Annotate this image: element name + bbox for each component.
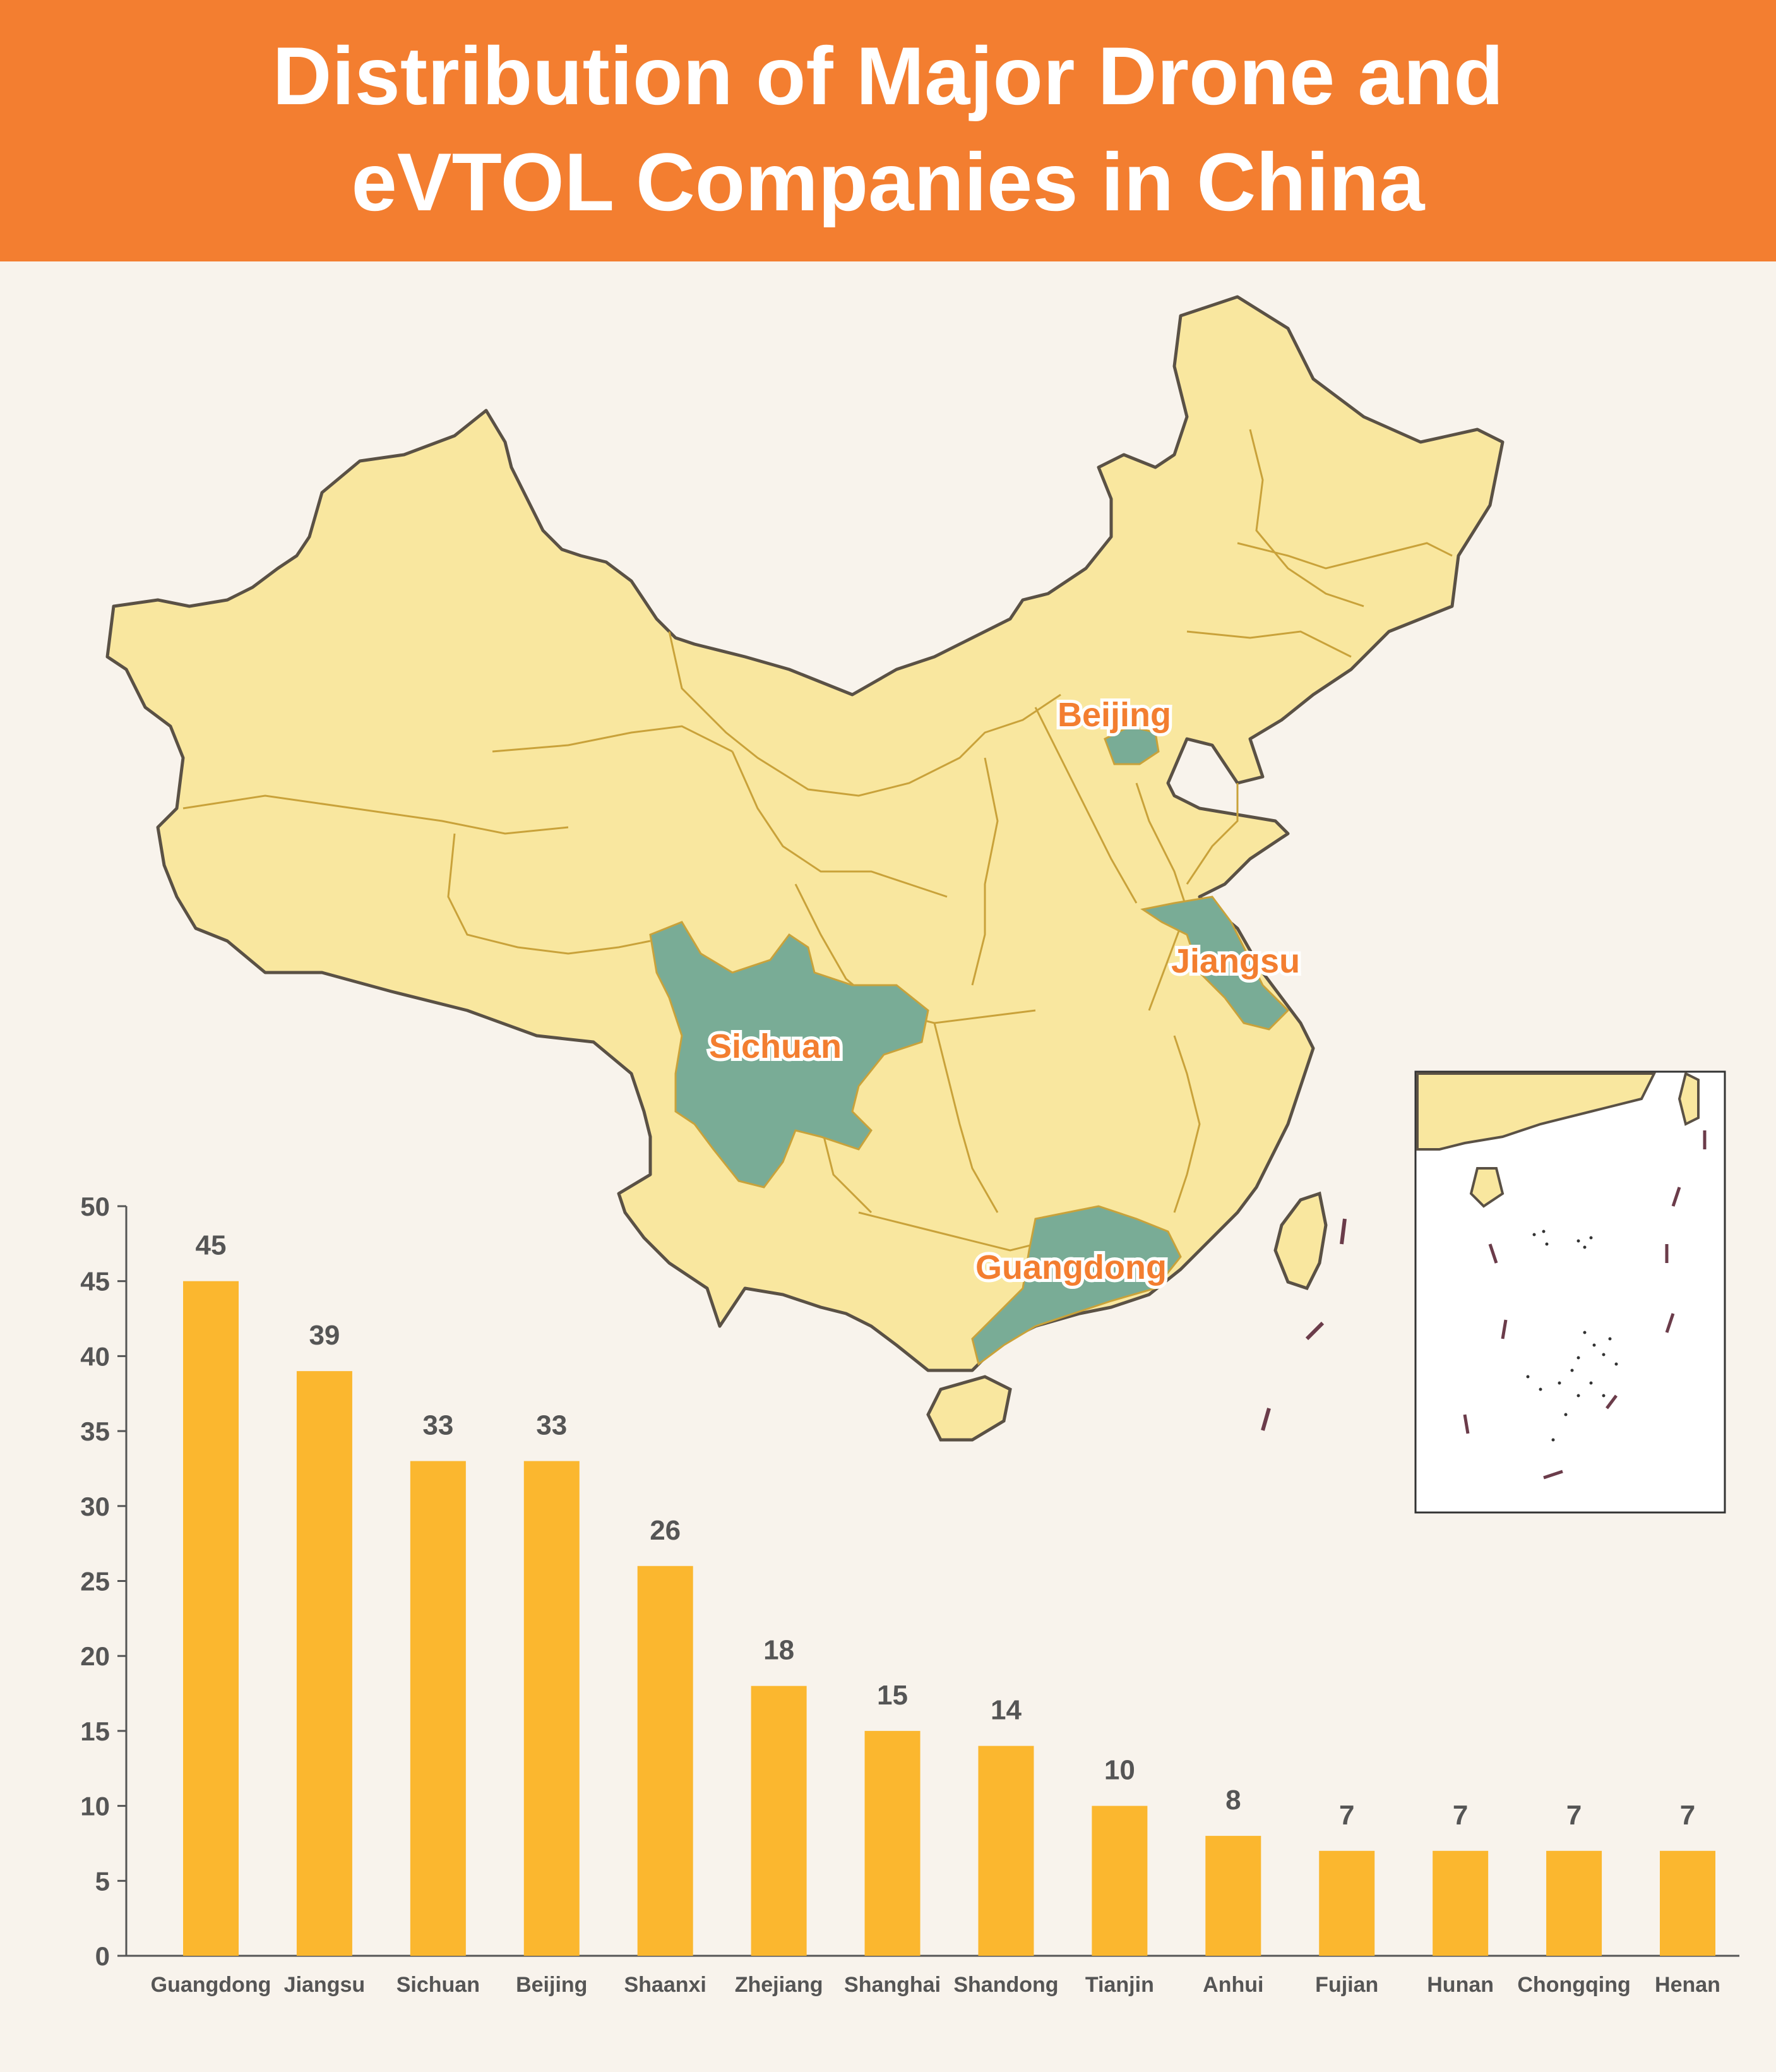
map-label-guangdong: Guangdong bbox=[975, 1249, 1167, 1286]
y-tick-label: 25 bbox=[80, 1567, 110, 1596]
data-label: 7 bbox=[1453, 1800, 1468, 1831]
map-label-jiangsu: Jiangsu bbox=[1171, 942, 1300, 980]
data-label: 7 bbox=[1566, 1800, 1582, 1831]
page-title: Distribution of Major Drone and eVTOL Co… bbox=[0, 23, 1776, 235]
data-label: 39 bbox=[309, 1320, 340, 1351]
bar bbox=[637, 1566, 693, 1956]
y-tick-label: 20 bbox=[80, 1641, 110, 1671]
data-label: 7 bbox=[1680, 1800, 1695, 1831]
bar bbox=[1319, 1850, 1375, 1956]
x-tick-label: Sichuan bbox=[396, 1973, 480, 1997]
y-tick-label: 0 bbox=[95, 1941, 110, 1971]
china-map: Beijing Jiangsu Sichuan Guangdong bbox=[105, 295, 1726, 1514]
hainan-island bbox=[926, 1375, 1012, 1442]
x-tick-label: Beijing bbox=[516, 1973, 587, 1997]
data-label: 33 bbox=[422, 1410, 453, 1441]
bar bbox=[864, 1730, 921, 1956]
data-label: 26 bbox=[650, 1515, 681, 1546]
y-axis: 0 5 10 15 20 25 30 35 40 45 50 bbox=[80, 1192, 128, 1971]
bar bbox=[978, 1746, 1034, 1956]
x-tick-label: Fujian bbox=[1315, 1973, 1378, 1997]
y-tick-label: 30 bbox=[80, 1492, 110, 1521]
mainland-shape bbox=[105, 295, 1505, 1372]
x-tick-label: Henan bbox=[1655, 1973, 1720, 1997]
region-sichuan bbox=[649, 921, 929, 1189]
x-tick-label: Anhui bbox=[1203, 1973, 1263, 1997]
title-line-1: Distribution of Major Drone and bbox=[272, 30, 1504, 122]
y-tick-label: 45 bbox=[80, 1267, 110, 1296]
bar bbox=[1092, 1806, 1148, 1956]
data-label: 15 bbox=[877, 1680, 908, 1711]
data-label: 14 bbox=[991, 1695, 1022, 1726]
bar bbox=[296, 1371, 352, 1956]
x-tick-label: Zhejiang bbox=[735, 1973, 823, 1997]
x-tick-label: Shanghai bbox=[844, 1973, 941, 1997]
y-tick-label: 40 bbox=[80, 1341, 110, 1371]
data-label: 33 bbox=[536, 1410, 567, 1441]
y-tick-label: 10 bbox=[80, 1792, 110, 1821]
bar bbox=[1660, 1850, 1715, 1956]
x-tick-label: Shandong bbox=[953, 1973, 1058, 1997]
y-tick-label: 35 bbox=[80, 1416, 110, 1446]
y-tick-label: 50 bbox=[80, 1192, 110, 1221]
data-label: 7 bbox=[1339, 1800, 1354, 1831]
x-tick-label: Shaanxi bbox=[624, 1973, 706, 1997]
taiwan-island bbox=[1273, 1191, 1328, 1291]
map-label-beijing: Beijing bbox=[1058, 696, 1171, 734]
bar bbox=[523, 1461, 580, 1956]
data-label: 18 bbox=[763, 1635, 794, 1666]
bars: 45 39 33 33 26 18 15 14 10 8 7 7 7 7 bbox=[183, 1230, 1715, 1956]
region-beijing bbox=[1104, 725, 1160, 765]
inset-map bbox=[1414, 1070, 1726, 1514]
x-tick-label: Hunan bbox=[1427, 1973, 1494, 1997]
data-label: 10 bbox=[1104, 1755, 1135, 1786]
bar bbox=[410, 1461, 466, 1956]
data-label: 8 bbox=[1225, 1785, 1241, 1816]
bar bbox=[1205, 1836, 1261, 1956]
y-tick-label: 5 bbox=[95, 1866, 110, 1896]
x-axis: Guangdong Jiangsu Sichuan Beijing Shaanxi Zhe… bbox=[126, 1955, 1739, 1997]
y-tick-label: 15 bbox=[80, 1716, 110, 1746]
bar bbox=[1433, 1850, 1489, 1956]
highlighted-regions bbox=[649, 725, 1290, 1366]
title-line-2: eVTOL Companies in China bbox=[351, 136, 1425, 228]
region-guangdong bbox=[971, 1205, 1182, 1366]
bar bbox=[751, 1686, 807, 1956]
bar bbox=[1546, 1850, 1602, 1956]
map-label-sichuan: Sichuan bbox=[709, 1027, 842, 1065]
x-tick-label: Jiangsu bbox=[284, 1973, 365, 1997]
sea-boundary-marks bbox=[1261, 1218, 1347, 1431]
x-tick-label: Chongqing bbox=[1517, 1973, 1630, 1997]
data-label: 45 bbox=[196, 1230, 227, 1261]
x-tick-label: Tianjin bbox=[1085, 1973, 1154, 1997]
x-tick-label: Guangdong bbox=[151, 1973, 271, 1997]
region-jiangsu bbox=[1140, 895, 1290, 1031]
bar bbox=[183, 1281, 239, 1956]
header-banner bbox=[0, 0, 1776, 261]
